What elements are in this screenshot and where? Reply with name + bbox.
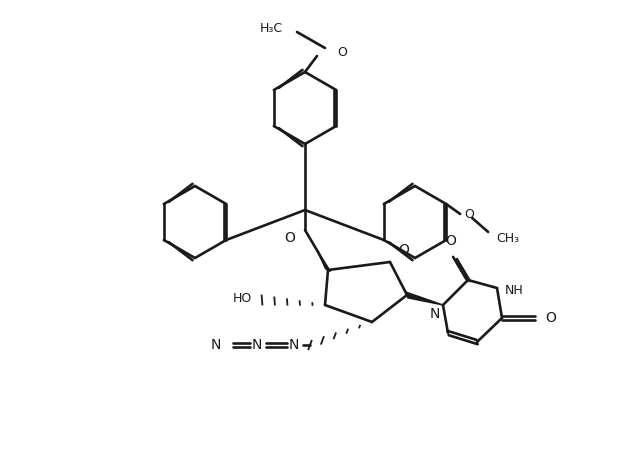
Text: N: N — [252, 338, 262, 352]
Text: O: O — [398, 243, 409, 257]
Text: N: N — [289, 338, 299, 352]
Text: O: O — [284, 231, 295, 245]
Text: HO: HO — [233, 291, 252, 305]
Text: O: O — [545, 311, 556, 325]
Text: O: O — [464, 207, 474, 220]
Text: O: O — [445, 234, 456, 248]
Text: O: O — [337, 46, 347, 58]
Text: N: N — [429, 307, 440, 321]
Text: NH: NH — [505, 283, 524, 297]
Text: N: N — [211, 338, 221, 352]
Text: CH₃: CH₃ — [496, 232, 519, 244]
Polygon shape — [406, 292, 443, 305]
Text: H₃C: H₃C — [260, 22, 283, 34]
Polygon shape — [318, 252, 331, 272]
